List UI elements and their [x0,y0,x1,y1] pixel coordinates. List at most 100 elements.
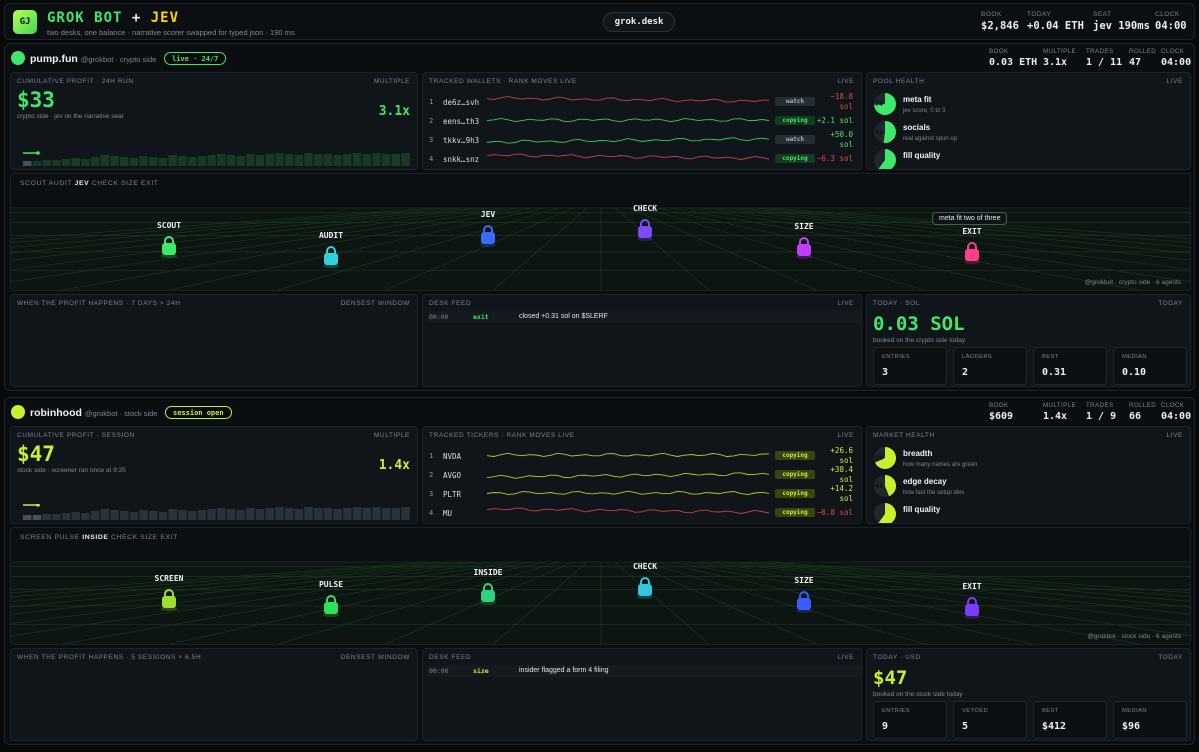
brand-plus: + [131,10,142,26]
profit-bar [42,160,51,166]
tracker-row[interactable]: 3 tkkv…9h3 watch +50.0 sol [429,130,853,149]
pipeline-step-label[interactable]: CHECK [111,534,138,541]
profit-bar [168,509,177,520]
tracker-row[interactable]: 4 snkk…snz copying −6.3 sol [429,151,853,168]
profit-bar [23,161,32,166]
agent-check[interactable]: CHECK [610,562,680,599]
agent-audit[interactable]: AUDIT [296,231,366,268]
row-rank: 2 [429,117,434,125]
tracker-row[interactable]: 3 PLTR copying +14.2 sol [429,484,853,503]
tracker-row[interactable]: 4 MU copying −6.8 sol [429,505,853,522]
agent-pulse[interactable]: PULSE [296,580,366,617]
desk-selector-pill[interactable]: grok.desk [603,12,675,32]
agent-check[interactable]: CHECK [610,204,680,241]
pipeline-step-label[interactable]: JEV [74,180,90,187]
tracker-row[interactable]: 1 NVDA copying +26.6 sol [429,446,853,465]
row-status-tag: copying [775,116,815,125]
tracker-row[interactable]: 2 AVGO copying +38.4 sol [429,465,853,484]
agent-exit[interactable]: EXIT [937,227,1007,264]
stat-value: 1 / 11 [1086,57,1123,68]
row-status-tag: watch [775,135,815,144]
grid-line [11,207,434,240]
pipeline-step-label[interactable]: EXIT [160,534,178,541]
profit-bar [52,160,61,166]
grid-line [11,207,462,248]
gauge-fill [885,475,897,497]
agent-body [797,598,811,610]
stat-label: MULTIPLE [1043,402,1076,409]
agent-shackle [640,219,650,227]
stat-label: ROLLED [1129,402,1157,409]
profit-bar [23,515,32,520]
card-right-label: LIVE [1166,432,1183,439]
row-pnl: −18.8 sol [830,92,853,112]
desk-name: robinhood @grokbot · stock side [30,407,157,419]
pipeline-step-label[interactable]: SCOUT [20,180,47,187]
agent-jev[interactable]: JEV [453,210,523,247]
pipeline-step-label[interactable]: SIZE [140,534,158,541]
stat-label: CLOCK [1161,48,1185,55]
agent-size[interactable]: SIZE [769,576,839,613]
stat-label: LADDERS [962,354,993,360]
profit-bar [207,509,216,520]
grid-line [11,207,518,283]
stat-value: $96 [1122,721,1141,732]
profit-bar [372,507,381,520]
health-card: POOL HEALTH LIVE 74 meta fit jev score, 0 … [866,72,1191,170]
health-label: fill quality [903,505,941,514]
agent-size[interactable]: SIZE [769,222,839,259]
agent-lock-icon [323,246,339,268]
pipeline-step-label[interactable]: SIZE [121,180,139,187]
profit-bar [139,156,148,166]
feed-card: DESK FEED LIVE 00:00 size insider flagge… [422,648,862,741]
pipeline-step-label[interactable]: SCREEN [20,534,52,541]
health-row: 52 socials real against spun up [873,120,1190,148]
profit-bar [362,508,371,520]
profit-bar [207,155,216,166]
card-right-label: LIVE [837,432,854,439]
profit-bar [284,154,294,166]
agent-scout[interactable]: SCOUT [134,221,204,258]
profit-trend-dot [36,151,40,155]
profit-value: $33 [17,88,55,112]
card-right-label: MULTIPLE [373,78,410,85]
stage-footer: @grokbot · stock side · 6 agents [1087,633,1181,640]
pipeline-step-label[interactable]: EXIT [141,180,159,187]
agent-exit[interactable]: EXIT [937,582,1007,619]
profit-bar [352,507,362,520]
stat-value: 0.03 ETH [989,57,1038,68]
agent-inside[interactable]: INSIDE [453,568,523,605]
profit-bar [81,159,90,166]
profit-bar [314,508,323,520]
sparkline-path [487,490,769,496]
profit-bar [362,154,371,166]
feed-row[interactable]: 00:00 exit closed +0.31 sol on $SLERF [427,311,861,323]
tracker-row[interactable]: 1 de6z…svh watch −18.8 sol [429,92,853,112]
row-pnl-value: −6.8 sol [816,508,853,517]
pipeline-step-label[interactable]: PULSE [54,534,80,541]
stat-value: 04:00 [1161,411,1192,422]
stage-backdrop [11,174,1190,208]
stat-label: ENTRIES [882,708,910,714]
today-stat-box: VETOED 5 [953,701,1027,739]
stat-label: MEDIAN [1122,708,1147,714]
desk-stat: ROLLED 66 [1129,402,1156,422]
agent-shackle [799,237,809,245]
profit-bar [178,510,187,520]
profit-bar [158,158,168,166]
row-pnl-unit: sol [839,102,853,111]
profit-bar [381,154,391,166]
pipeline-step-label[interactable]: CHECK [91,180,119,187]
profit-multiple: 1.4x [378,458,410,473]
grid-line [768,561,1190,593]
pipeline-step-label[interactable]: INSIDE [82,534,109,541]
grid-line [276,561,560,644]
stat-value: 5 [962,721,969,732]
feed-row[interactable]: 00:00 size insider flagged a form 4 fili… [427,665,861,677]
agent-screen[interactable]: SCREEN [134,574,204,611]
agent-lock-icon [480,583,496,605]
tracker-row[interactable]: 2 eens…th3 copying +2.1 sol [429,113,853,130]
profit-bar [120,157,129,166]
stat-value: 3.1x [1043,57,1068,68]
pipeline-step-label[interactable]: AUDIT [48,180,73,187]
